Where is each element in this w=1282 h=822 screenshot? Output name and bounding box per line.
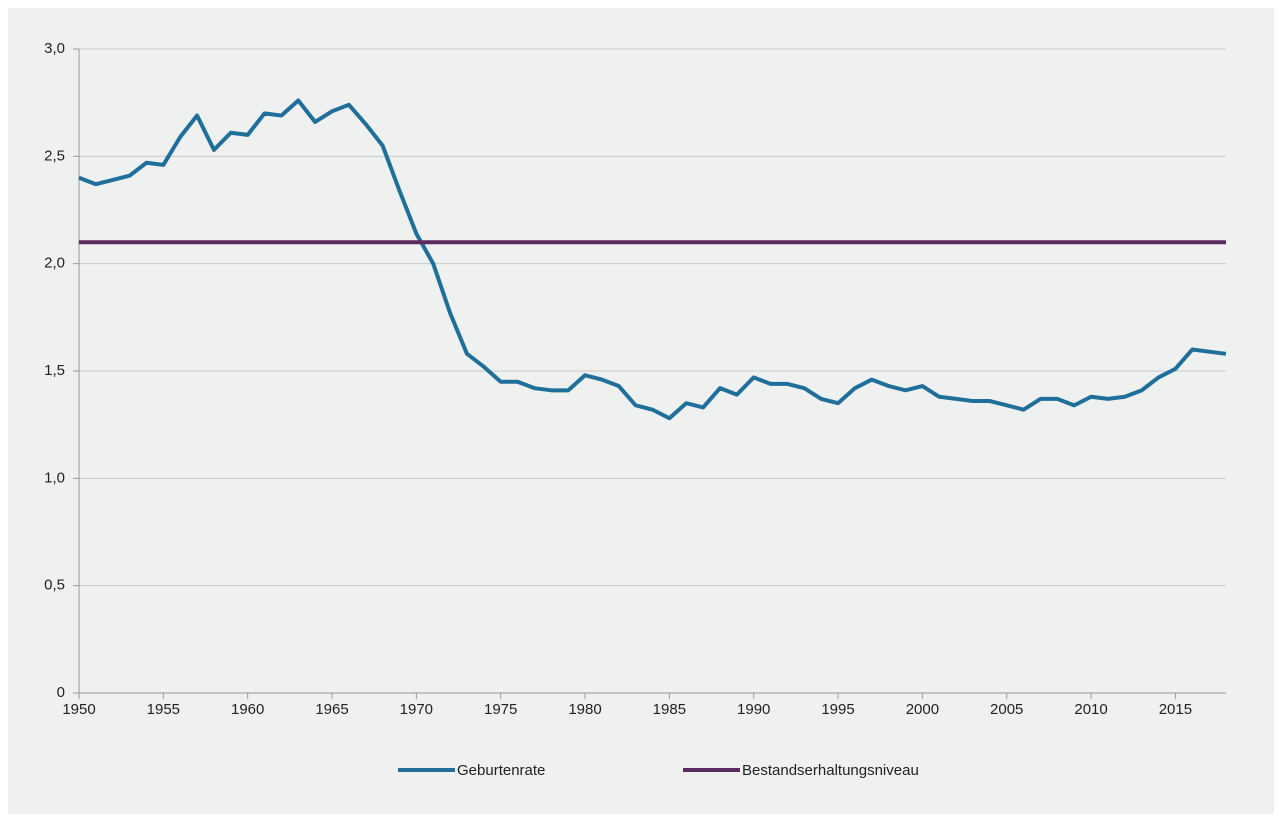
x-tick-label: 1960: [231, 701, 264, 718]
x-tick-label: 1990: [737, 701, 770, 718]
x-tick-label: 2010: [1074, 701, 1107, 718]
legend-label: Bestandserhaltungsniveau: [742, 762, 919, 779]
y-tick-label: 2,5: [44, 147, 65, 164]
x-tick-label: 2005: [990, 701, 1023, 718]
x-tick-label: 2000: [906, 701, 939, 718]
legend-label: Geburtenrate: [457, 762, 545, 779]
x-tick-label: 1955: [147, 701, 180, 718]
x-tick-label: 1950: [62, 701, 95, 718]
x-tick-label: 1975: [484, 701, 517, 718]
x-tick-label: 2015: [1159, 701, 1192, 718]
y-tick-label: 1,5: [44, 362, 65, 379]
series-line: [78, 98, 1227, 421]
x-tick-label: 1965: [315, 701, 348, 718]
y-tick-label: 2,0: [44, 255, 65, 272]
x-tick-label: 1980: [568, 701, 601, 718]
y-tick-label: 0,5: [44, 577, 65, 594]
y-tick-label: 3,0: [44, 40, 65, 57]
x-tick-label: 1985: [653, 701, 686, 718]
y-tick-label: 1,0: [44, 469, 65, 486]
x-tick-label: 1995: [821, 701, 854, 718]
x-tick-label: 1970: [400, 701, 433, 718]
y-tick-label: 0: [57, 684, 65, 701]
